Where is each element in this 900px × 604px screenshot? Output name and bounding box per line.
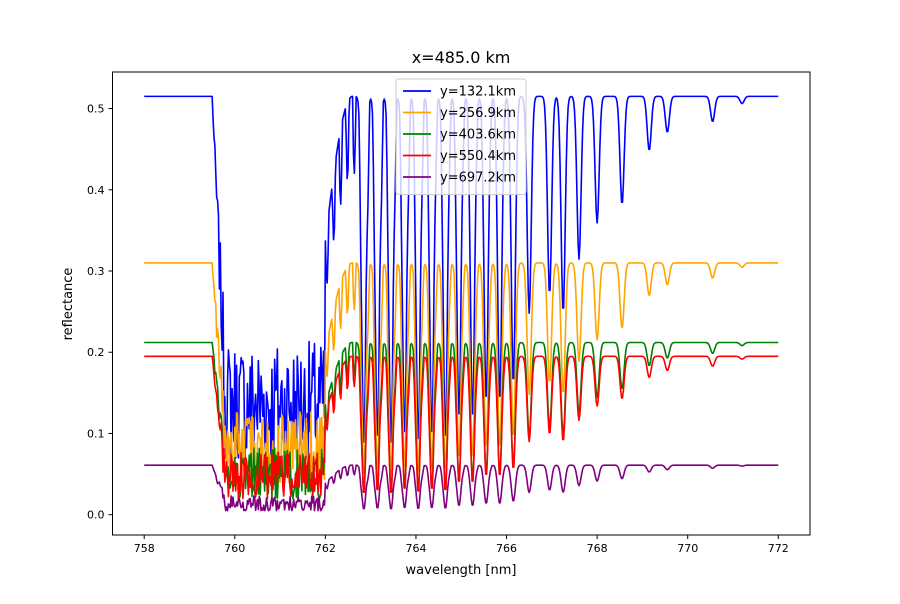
x-tick-label: 762 xyxy=(315,542,336,555)
series-line xyxy=(144,262,779,484)
series-line xyxy=(144,355,779,500)
legend-box xyxy=(395,78,527,195)
series-line xyxy=(144,95,779,459)
legend-label: y=697.2km xyxy=(440,171,516,186)
y-tick-label: 0.4 xyxy=(87,184,105,197)
y-tick-label: 0.5 xyxy=(87,103,105,116)
y-tick-label: 0.0 xyxy=(87,509,105,522)
y-tick-label: 0.1 xyxy=(87,427,105,440)
y-tick-label: 0.3 xyxy=(87,265,105,278)
legend-label: y=403.6km xyxy=(440,128,516,143)
legend-label: y=256.9km xyxy=(440,106,516,121)
series-line xyxy=(144,464,779,512)
x-tick-label: 758 xyxy=(134,542,155,555)
legend: y=132.1km y=256.9km y=403.6km y=550.4km y=69… xyxy=(395,78,527,195)
x-tick-label: 760 xyxy=(224,542,245,555)
x-axis-label: wavelength [nm] xyxy=(406,563,517,578)
legend-label: y=550.4km xyxy=(440,149,516,164)
y-tick-label: 0.2 xyxy=(87,346,105,359)
legend-label: y=132.1km xyxy=(440,85,516,100)
x-tick-label: 772 xyxy=(768,542,789,555)
x-tick-label: 768 xyxy=(587,542,608,555)
y-axis-ticks: 0.0 0.1 0.2 0.3 0.4 0.5 xyxy=(87,103,113,522)
chart-title: x=485.0 km xyxy=(412,48,511,67)
plot-frame xyxy=(112,71,811,536)
x-tick-label: 770 xyxy=(677,542,698,555)
x-tick-label: 766 xyxy=(496,542,517,555)
series-lines xyxy=(144,95,779,512)
x-tick-label: 764 xyxy=(405,542,426,555)
x-axis-ticks: 758 760 762 764 766 768 770 772 xyxy=(134,535,789,555)
y-axis-label: reflectance xyxy=(61,268,76,341)
